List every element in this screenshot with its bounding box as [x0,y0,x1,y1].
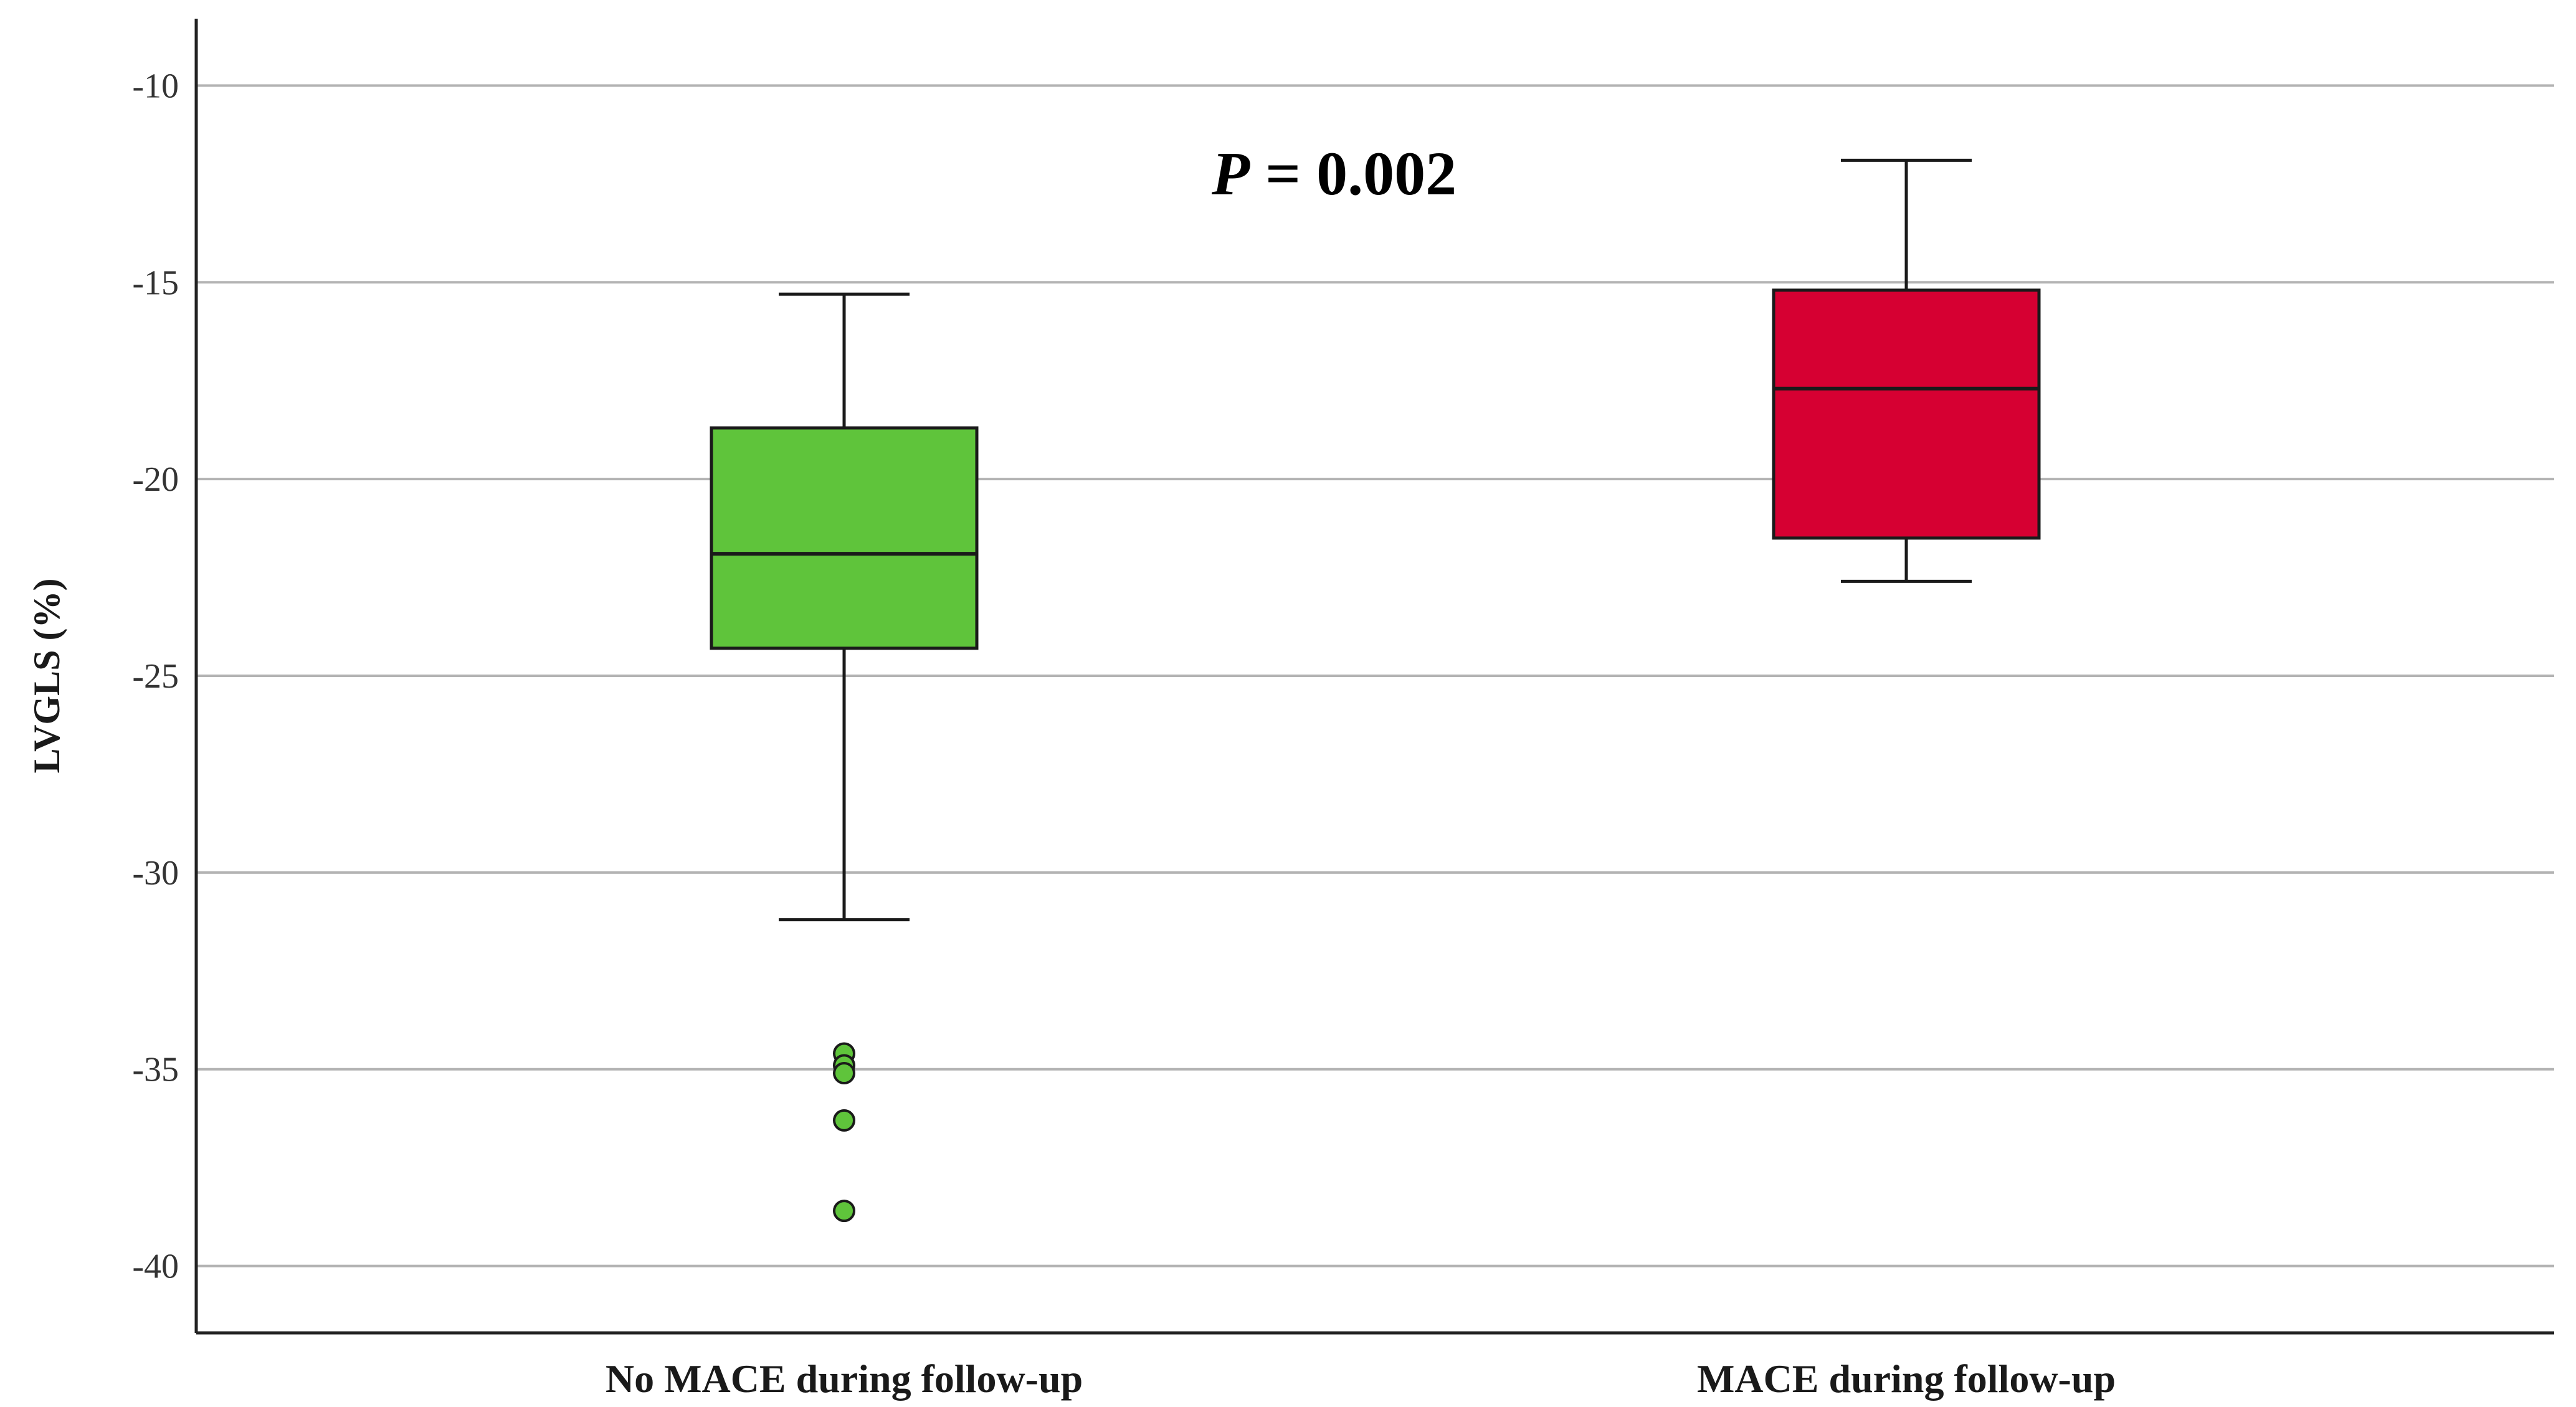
iqr-box-0 [710,426,979,650]
box-group-0 [710,292,979,1223]
y-tick-label-2: -20 [132,460,179,499]
outlier-point-0-3 [833,1109,855,1132]
p-value-text: = 0.002 [1250,139,1457,208]
p-italic: P [1211,139,1250,208]
category-label-0: No MACE during follow-up [606,1357,1083,1401]
y-tick-label-3: -25 [132,657,179,696]
p-value-annotation: P = 0.002 [1211,139,1457,208]
category-label-1: MACE during follow-up [1697,1357,2116,1401]
y-tick-labels: -10 -15 -20 -25 -30 -35 -40 [132,67,179,1286]
outlier-point-0-2 [833,1062,855,1085]
y-tick-label-6: -40 [132,1248,179,1286]
category-labels: No MACE during follow-up MACE during foll… [606,1357,2116,1401]
box-group-1 [1772,158,2041,583]
iqr-box-1 [1772,288,2041,540]
y-axis-title: LVGLS (%) [26,579,67,774]
boxes [710,158,2041,1223]
y-tick-label-5: -35 [132,1051,179,1089]
y-tick-label-0: -10 [132,67,179,105]
y-tick-label-4: -30 [132,854,179,893]
y-tick-label-1: -15 [132,263,179,302]
gridlines [196,84,2554,1267]
outlier-point-0-4 [833,1200,855,1223]
axes [194,19,2554,1335]
